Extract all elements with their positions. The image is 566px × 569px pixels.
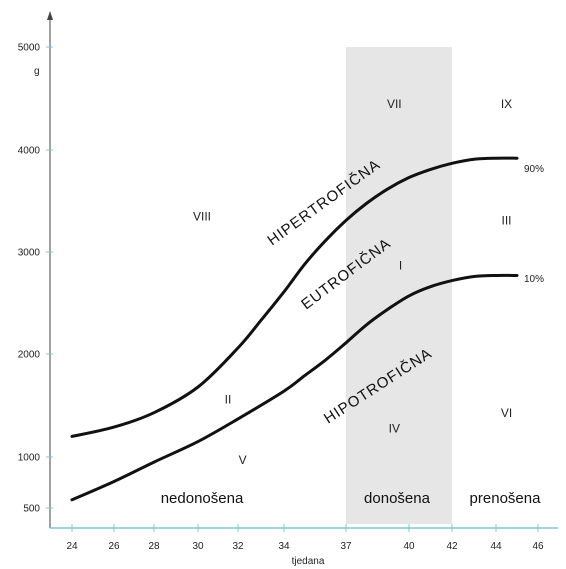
y-tick-label: 3000 [18,248,41,259]
zone-label-iv: IV [389,421,400,435]
zone-label-i: I [399,258,402,272]
x-tick-label: 37 [340,541,352,552]
x-tick-label: 26 [108,541,120,552]
x-tick-label: 44 [490,541,502,552]
x-tick-label: 34 [278,541,290,552]
curve-10pct [70,273,519,502]
period-label-nedonosena: nedonošena [161,490,244,507]
x-axis-label: tjedana [292,556,325,567]
series-label-90: 90% [524,164,544,175]
x-tick-label: 40 [403,541,415,552]
curves [70,156,519,502]
x-tick-label: 32 [232,541,244,552]
x-tick-label: 42 [446,541,458,552]
x-ticks: 24 26 28 30 32 34 37 40 42 44 46 [66,524,544,552]
zone-label-vii: VII [387,97,402,111]
zone-label-iii: III [501,213,511,227]
series-label-10: 10% [524,274,544,285]
x-tick-label: 46 [532,541,544,552]
x-tick-label: 30 [192,541,204,552]
zone-label-viii: VIII [193,209,211,223]
y-unit-label: g [34,66,40,77]
x-tick-label: 28 [148,541,160,552]
curve-90pct [70,156,519,438]
y-tick-label: 5000 [18,43,41,54]
zone-label-v: V [239,453,247,467]
period-label-prenosena: prenošena [470,490,542,507]
y-tick-label: 1000 [18,453,41,464]
zone-label-ii: II [225,392,232,406]
y-axis-arrow-icon [47,11,53,20]
zone-label-ix: IX [501,97,512,111]
x-tick-label: 24 [66,541,78,552]
y-tick-label: 2000 [18,350,41,361]
y-ticks: 500 1000 2000 3000 4000 5000 [18,43,53,515]
y-tick-label: 4000 [18,146,41,157]
period-label-donosena: donošena [364,490,431,507]
zone-label-vi: VI [501,406,512,420]
y-tick-label: 500 [23,504,40,515]
